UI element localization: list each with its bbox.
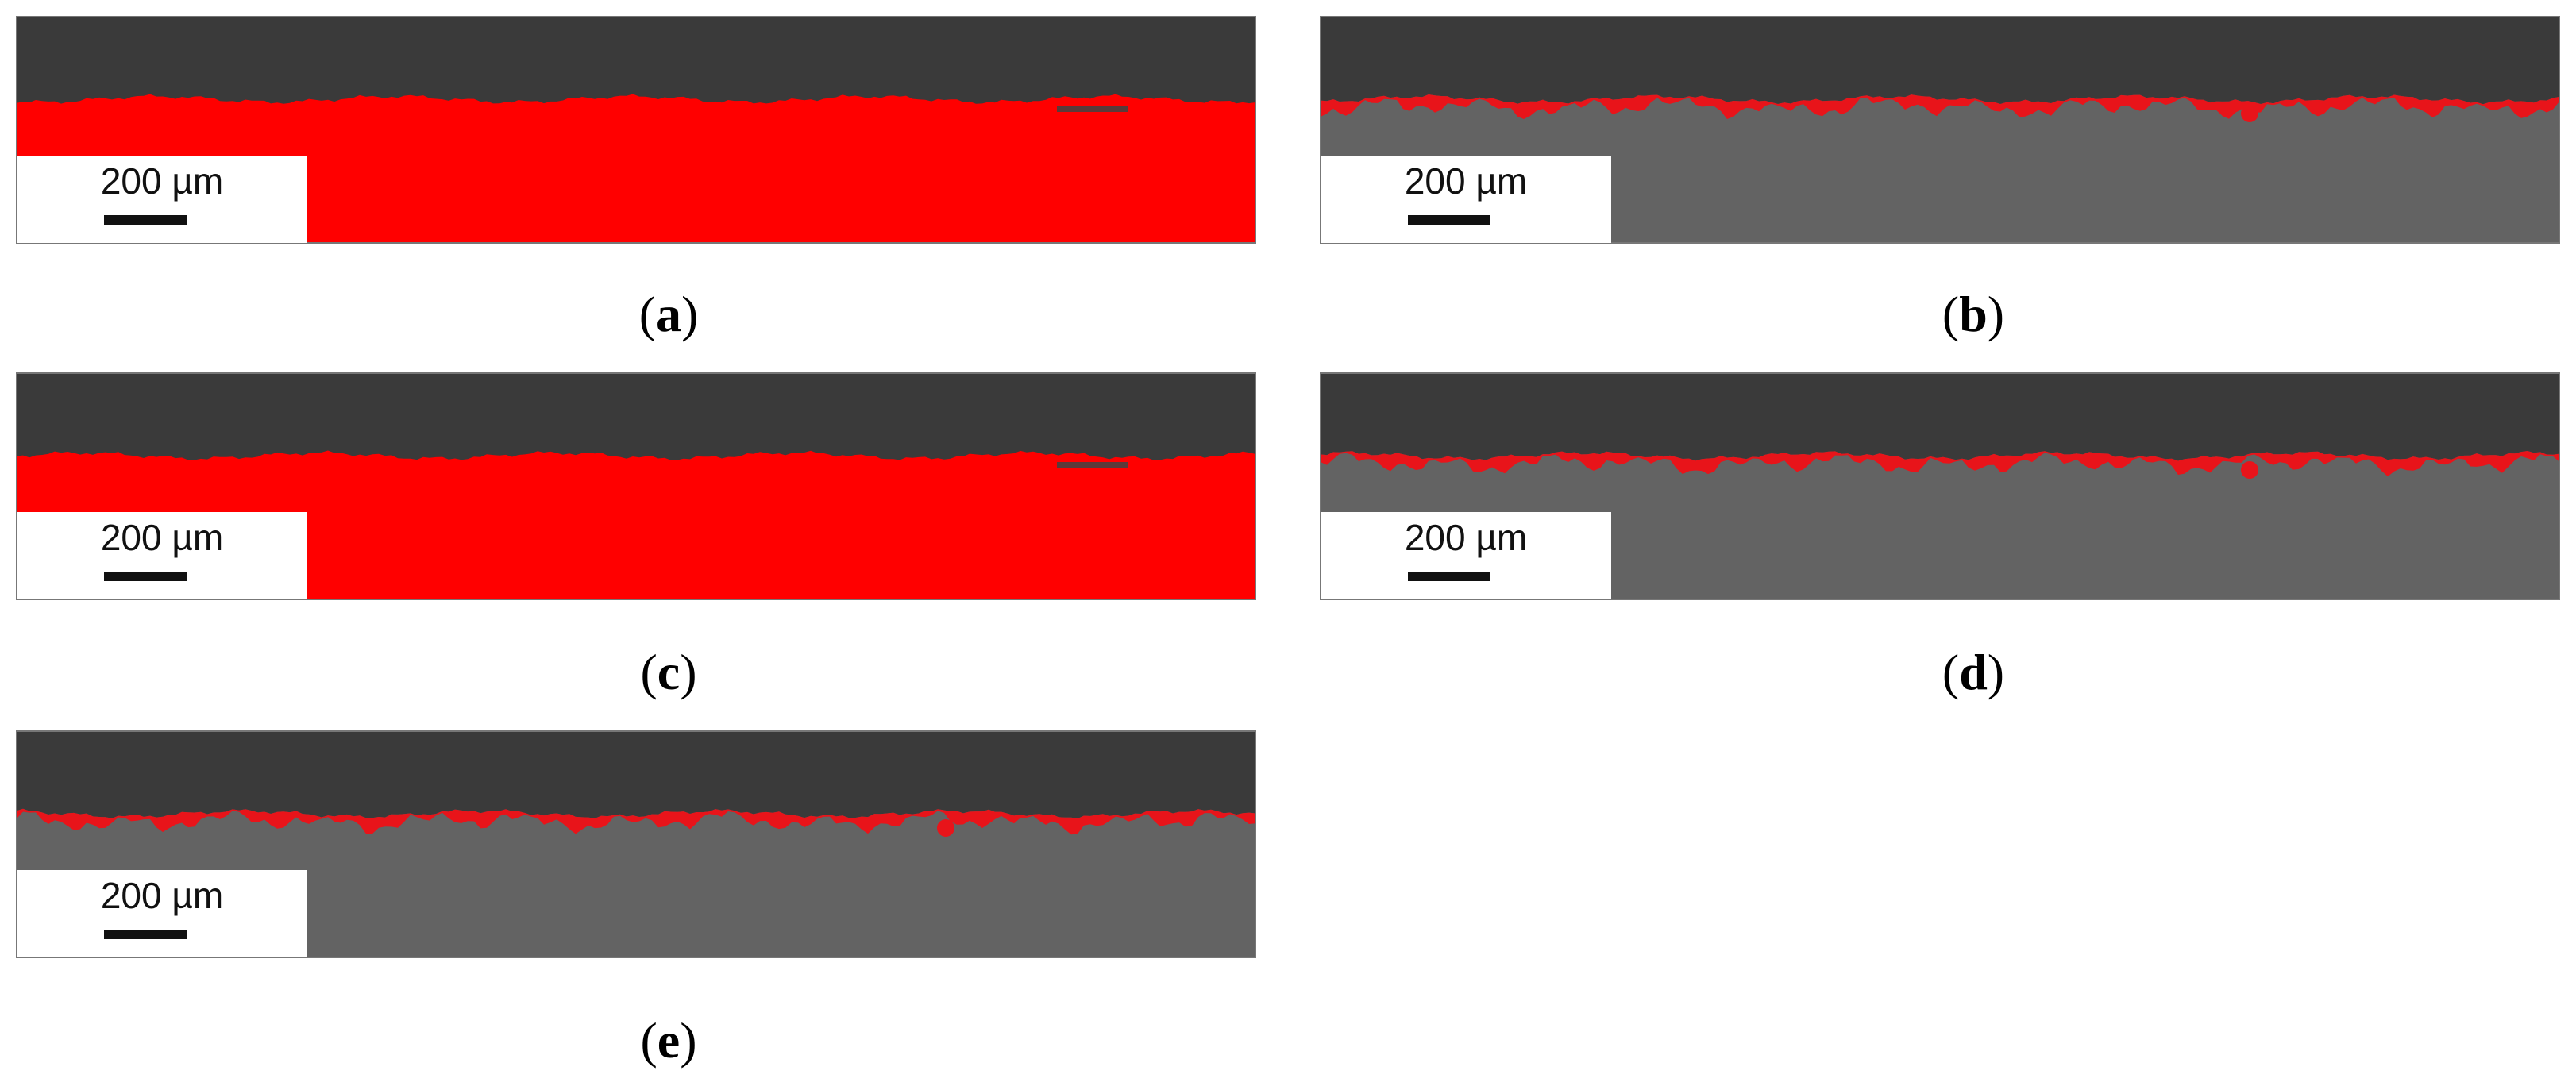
red-layer xyxy=(17,808,1255,835)
caption-part: c xyxy=(657,644,680,700)
scale-bar xyxy=(1408,215,1490,225)
scale-bar-box xyxy=(1321,512,1611,599)
image-border xyxy=(16,372,1256,600)
caption-part: d xyxy=(1959,644,1988,700)
scale-bar-box xyxy=(17,870,307,957)
panel: 200 µm xyxy=(16,730,1256,958)
red-spot xyxy=(2241,461,2258,479)
red-spot xyxy=(937,819,954,837)
caption-part: ) xyxy=(680,644,696,700)
caption-part: ( xyxy=(1942,644,1959,700)
caption-part: ) xyxy=(680,1012,696,1069)
caption-part: ( xyxy=(640,644,657,700)
caption-part: b xyxy=(1959,286,1988,342)
caption-part: ) xyxy=(1988,644,2004,700)
caption-part: a xyxy=(656,286,681,342)
panel-caption: (a) xyxy=(639,286,699,342)
scale-bar xyxy=(104,930,187,939)
caption-part: ( xyxy=(639,286,656,342)
red-spot xyxy=(2241,105,2258,122)
scale-bar-box xyxy=(17,156,307,243)
scale-bar-label: 200 µm xyxy=(101,517,223,558)
dark-layer xyxy=(17,17,1255,104)
scale-bar xyxy=(104,215,187,225)
panel-caption: (c) xyxy=(640,644,696,700)
dark-layer xyxy=(1321,17,2559,105)
panel-caption: (e) xyxy=(640,1012,696,1069)
red-layer xyxy=(1321,451,2559,477)
panel: 200 µm xyxy=(16,16,1256,244)
red-gap xyxy=(1057,462,1128,468)
scale-bar-box xyxy=(1321,156,1611,243)
dark-layer xyxy=(17,731,1255,819)
caption-part: ) xyxy=(1988,286,2004,342)
caption-part: ( xyxy=(1942,286,1959,342)
image-border xyxy=(1320,372,2560,600)
dark-layer xyxy=(1321,373,2559,461)
dark-layer xyxy=(17,373,1255,460)
image-border xyxy=(1320,16,2560,244)
scale-bar xyxy=(104,572,187,581)
caption-part: ) xyxy=(681,286,698,342)
scale-bar-label: 200 µm xyxy=(101,875,223,916)
scale-bar xyxy=(1408,572,1490,581)
caption-part: e xyxy=(657,1012,680,1069)
image-border xyxy=(16,16,1256,244)
scale-bar-label: 200 µm xyxy=(1405,517,1527,558)
panel: 200 µm xyxy=(1320,16,2560,244)
scale-bar-label: 200 µm xyxy=(101,160,223,202)
scale-bar-label: 200 µm xyxy=(1405,160,1527,202)
panel: 200 µm xyxy=(16,372,1256,600)
scale-bar-box xyxy=(17,512,307,599)
panel-caption: (d) xyxy=(1942,644,2004,700)
image-border xyxy=(16,730,1256,958)
red-layer xyxy=(1321,94,2559,119)
panel: 200 µm xyxy=(1320,372,2560,600)
panel-caption: (b) xyxy=(1942,286,2004,342)
caption-part: ( xyxy=(640,1012,657,1069)
red-gap xyxy=(1057,106,1128,112)
